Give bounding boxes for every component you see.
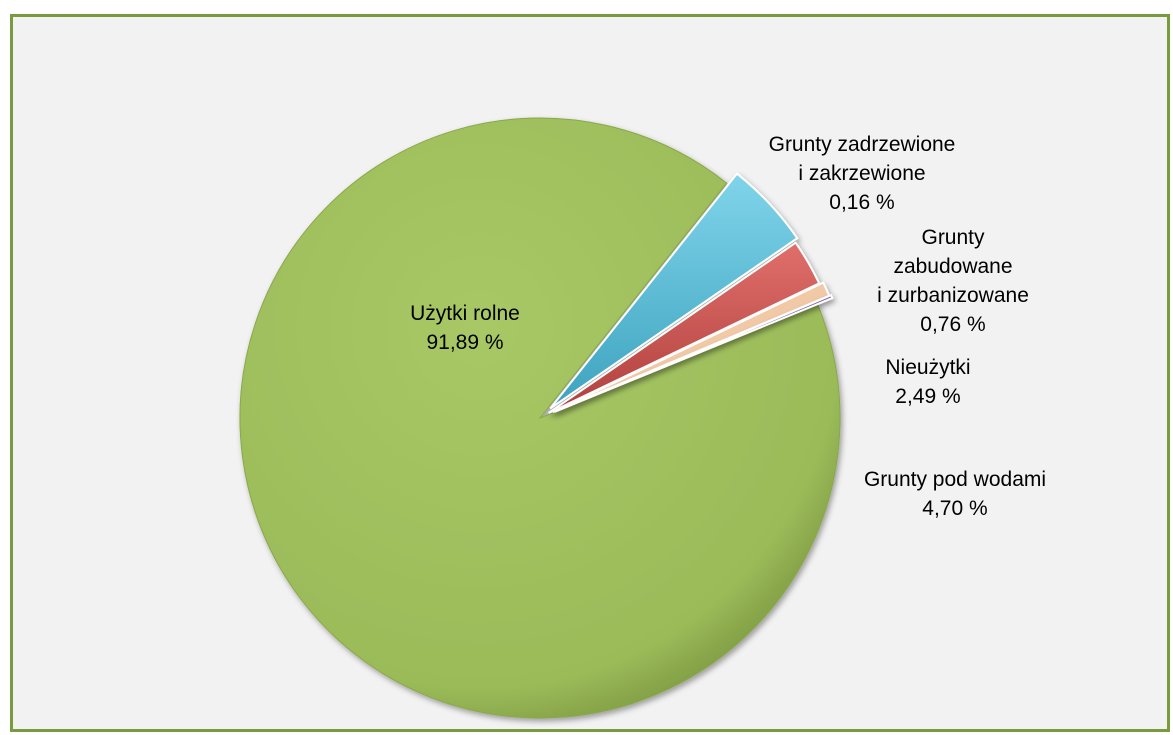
- slice-label: Nieużytki 2,49 %: [885, 356, 970, 408]
- pie-slice: [549, 172, 799, 410]
- slice-label: Grunty zabudowane i zurbanizowane 0,76 %: [877, 226, 1029, 336]
- pie-slice: [239, 117, 841, 719]
- pie-slice: [548, 241, 821, 414]
- slice-label: Użytki rolne 91,89 %: [410, 302, 520, 354]
- slice-label: Grunty zadrzewione i zakrzewione 0,16 %: [769, 133, 956, 214]
- pie-slice: [554, 293, 834, 413]
- slice-label: Grunty pod wodami 4,70 %: [864, 468, 1046, 520]
